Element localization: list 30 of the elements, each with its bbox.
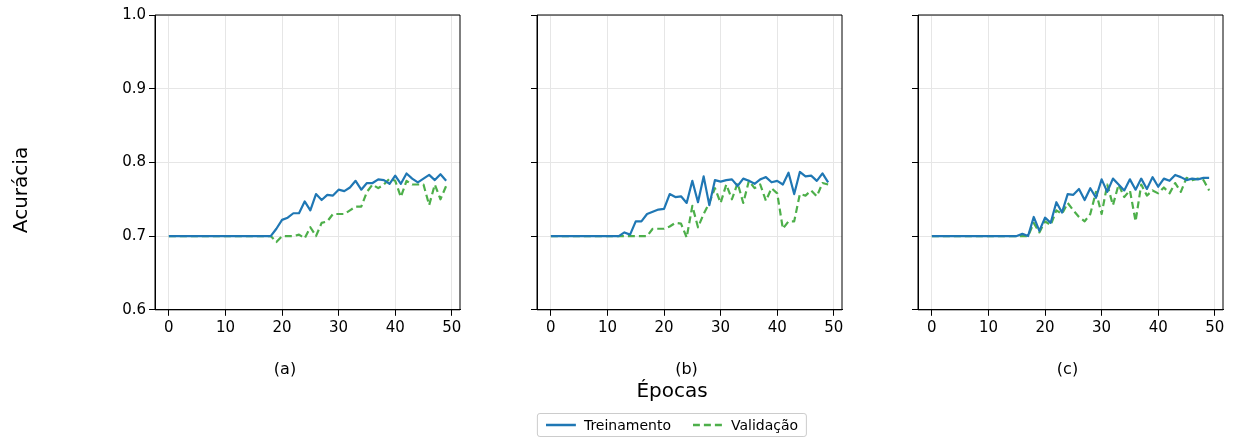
x-tick-label: 50	[824, 317, 844, 336]
x-tick-label: 0	[164, 317, 174, 336]
x-tick-label: 20	[654, 317, 674, 336]
legend-label: Validação	[730, 417, 799, 433]
legend-label: Treinamento	[583, 417, 671, 433]
x-tick-label: 0	[927, 317, 937, 336]
x-tick-label: 10	[215, 317, 235, 336]
x-tick-label: 20	[1035, 317, 1055, 336]
y-axis-title: Acurácia	[8, 146, 32, 234]
x-tick-label: 30	[1092, 317, 1112, 336]
x-tick-label: 40	[385, 317, 405, 336]
x-tick-label: 50	[1205, 317, 1225, 336]
y-tick-label: 0.9	[122, 78, 146, 97]
y-tick-label: 0.8	[122, 152, 146, 171]
x-tick-label: 30	[329, 317, 349, 336]
y-tick-label: 1.0	[122, 4, 146, 23]
x-tick-label: 40	[1148, 317, 1168, 336]
x-tick-label: 50	[442, 317, 462, 336]
x-tick-label: 10	[978, 317, 998, 336]
x-tick-label: 30	[711, 317, 731, 336]
x-axis-title: Épocas	[636, 378, 708, 402]
x-tick-label: 40	[767, 317, 787, 336]
text: (c)	[1056, 358, 1079, 378]
text: (a)	[273, 358, 297, 378]
x-tick-label: 10	[597, 317, 617, 336]
y-tick-label: 0.6	[122, 299, 146, 318]
x-tick-label: 20	[272, 317, 292, 336]
y-tick-label: 0.7	[122, 225, 146, 244]
x-tick-label: 0	[546, 317, 556, 336]
text: (b)	[675, 358, 698, 378]
